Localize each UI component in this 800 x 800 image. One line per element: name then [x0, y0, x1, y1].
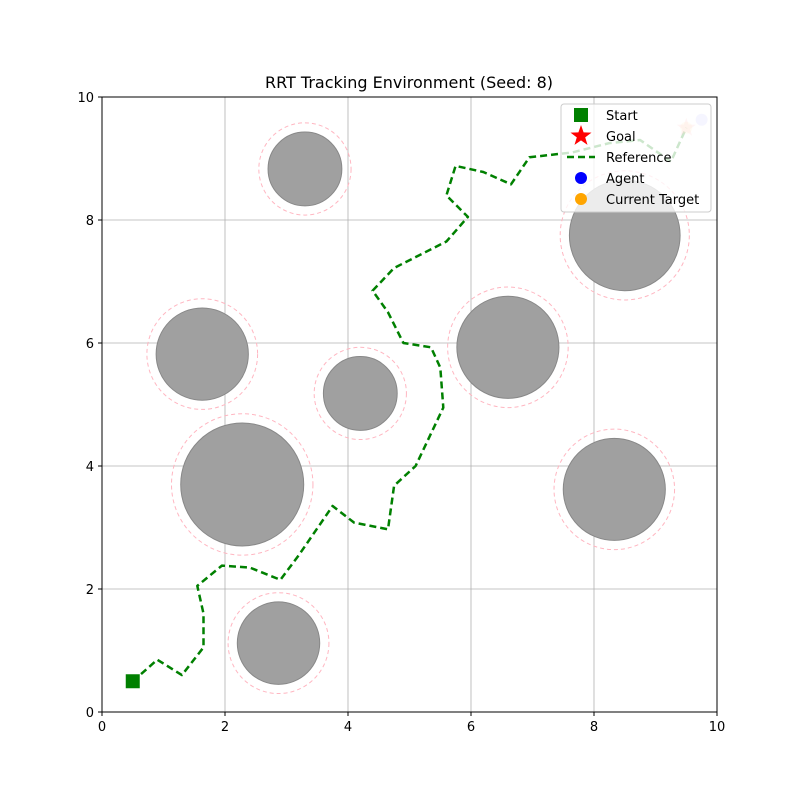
- safety-margin-ring: [447, 286, 569, 409]
- obstacle: [267, 131, 343, 207]
- legend-marker-agent: [575, 172, 587, 184]
- y-tick-label: 4: [86, 460, 94, 475]
- y-tick-label: 10: [77, 91, 94, 106]
- legend-label: Current Target: [606, 193, 699, 208]
- chart-title: RRT Tracking Environment (Seed: 8): [265, 73, 553, 92]
- start-marker: [125, 674, 140, 689]
- legend-label: Start: [606, 109, 638, 124]
- x-tick-label: 10: [709, 720, 726, 735]
- obstacle: [322, 356, 398, 431]
- safety-margin-ring: [170, 413, 314, 556]
- y-tick-label: 2: [86, 583, 94, 598]
- x-tick-label: 4: [344, 720, 352, 735]
- legend: Start Goal Reference Agent Current Target: [560, 103, 712, 213]
- obstacle: [155, 307, 249, 401]
- legend-label: Agent: [606, 172, 644, 187]
- obstacle: [180, 422, 305, 547]
- legend-marker-goal: [570, 125, 592, 145]
- reference-path: [131, 127, 688, 683]
- safety-margin-ring: [553, 428, 676, 551]
- obstacle: [562, 437, 666, 541]
- safety-margin-ring: [146, 298, 259, 410]
- legend-label: Reference: [606, 151, 671, 166]
- obstacle: [456, 295, 560, 399]
- legend-marker-start: [574, 108, 588, 122]
- legend-label: Goal: [606, 130, 636, 145]
- x-tick-label: 8: [590, 720, 598, 735]
- safety-margin-ring: [227, 592, 330, 695]
- x-tick-label: 0: [98, 720, 106, 735]
- x-tick-label: 6: [467, 720, 475, 735]
- obstacle: [236, 601, 321, 685]
- x-tick-label: 2: [221, 720, 229, 735]
- safety-margin-ring: [313, 346, 407, 441]
- y-tick-label: 0: [86, 706, 94, 721]
- legend-box: [560, 103, 712, 213]
- legend-marker-current-target: [575, 193, 587, 205]
- y-tick-label: 6: [86, 337, 94, 352]
- y-tick-label: 8: [86, 214, 94, 229]
- safety-margin-ring: [258, 122, 352, 216]
- axes-frame: [101, 96, 718, 713]
